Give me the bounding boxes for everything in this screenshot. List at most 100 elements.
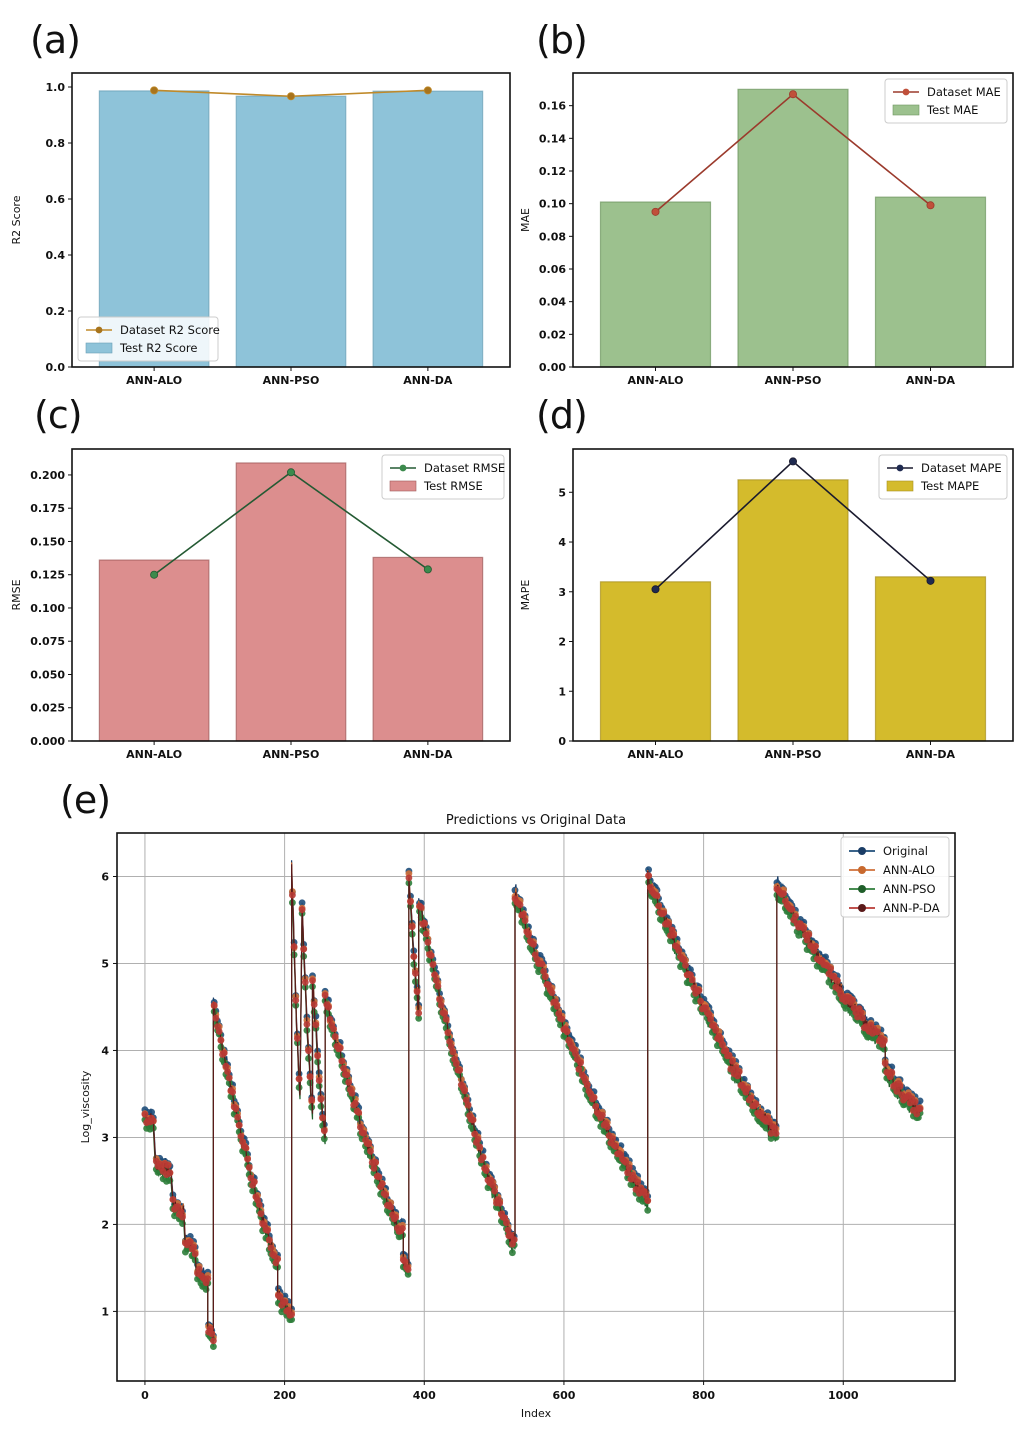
series-point bbox=[408, 923, 416, 931]
series-point bbox=[644, 1207, 652, 1214]
series-point bbox=[338, 1057, 346, 1065]
series-point bbox=[833, 977, 841, 984]
series-point bbox=[298, 899, 306, 907]
series-point bbox=[365, 1140, 373, 1148]
series-point bbox=[208, 1330, 216, 1338]
series-point bbox=[294, 1035, 301, 1042]
series-point bbox=[437, 1001, 445, 1009]
series-point bbox=[665, 921, 673, 928]
x-tick-label: ANN-ALO bbox=[628, 374, 684, 387]
series-point bbox=[553, 1003, 561, 1010]
series-point bbox=[471, 1130, 479, 1138]
y-tick-label: 0.8 bbox=[46, 137, 66, 150]
series-point bbox=[805, 931, 813, 939]
y-tick-label: 1.0 bbox=[46, 81, 66, 94]
series-point bbox=[695, 987, 703, 995]
series-point bbox=[306, 1073, 314, 1081]
series-point bbox=[434, 982, 442, 990]
legend-marker-swatch bbox=[902, 88, 910, 96]
series-point bbox=[575, 1065, 583, 1073]
series-point bbox=[655, 902, 662, 910]
bar-ann-pso bbox=[737, 479, 849, 742]
series-point bbox=[295, 1075, 303, 1083]
series-point bbox=[496, 1199, 504, 1207]
series-point bbox=[245, 1164, 253, 1171]
legend-marker-swatch bbox=[95, 326, 103, 334]
series-point bbox=[375, 1173, 383, 1181]
y-tick-label: 0.06 bbox=[539, 263, 566, 276]
legend-bar-swatch bbox=[892, 104, 920, 116]
series-point bbox=[195, 1265, 203, 1273]
series-point bbox=[234, 1113, 242, 1121]
series-point bbox=[431, 971, 438, 979]
series-point bbox=[225, 1074, 233, 1082]
series-point bbox=[599, 1111, 606, 1119]
series-point bbox=[540, 967, 547, 975]
series-point bbox=[849, 996, 856, 1004]
series-point bbox=[660, 909, 668, 917]
series-point bbox=[687, 971, 694, 979]
x-tick-label: ANN-ALO bbox=[628, 748, 684, 761]
series-point bbox=[264, 1226, 271, 1234]
series-point bbox=[812, 942, 819, 950]
series-point bbox=[343, 1071, 351, 1079]
series-point bbox=[320, 1127, 328, 1135]
x-tick-label: ANN-DA bbox=[906, 748, 956, 761]
series-point bbox=[317, 1103, 325, 1110]
y-tick-label: 0.075 bbox=[30, 635, 65, 648]
series-point bbox=[410, 961, 418, 968]
series-point bbox=[421, 919, 428, 927]
y-tick-label: 0.000 bbox=[30, 735, 65, 748]
series-point bbox=[530, 940, 537, 948]
y-tick-label: 0.175 bbox=[30, 502, 65, 515]
series-point bbox=[771, 1124, 778, 1132]
y-tick-label: 0.050 bbox=[30, 668, 65, 681]
series-point bbox=[767, 1130, 775, 1137]
series-point bbox=[563, 1028, 571, 1036]
series-point bbox=[404, 1271, 412, 1278]
legend-marker-swatch bbox=[399, 464, 407, 472]
y-tick-label: 4 bbox=[558, 536, 566, 549]
series-point bbox=[265, 1236, 273, 1244]
series-point bbox=[653, 892, 661, 899]
legend-label: Dataset RMSE bbox=[424, 461, 505, 475]
x-tick-label: 0 bbox=[141, 1389, 149, 1402]
series-point bbox=[558, 1015, 566, 1023]
series-point bbox=[210, 1001, 218, 1009]
panel-label-d: (d) bbox=[536, 393, 588, 437]
panel-label-c: (c) bbox=[34, 393, 83, 437]
series-point bbox=[583, 1081, 591, 1089]
series-point bbox=[204, 1275, 212, 1282]
line-marker bbox=[286, 92, 295, 101]
series-point bbox=[235, 1121, 243, 1129]
legend: Dataset R2 Score Test R2 Score bbox=[77, 316, 220, 362]
legend-label: Dataset MAPE bbox=[921, 461, 1002, 475]
y-axis-label: RMSE bbox=[10, 579, 23, 610]
legend-box bbox=[840, 836, 950, 918]
series-point bbox=[670, 931, 678, 939]
series-point bbox=[645, 866, 652, 874]
legend: Dataset MAPE Test MAPE bbox=[878, 454, 1008, 500]
legend-label: ANN-ALO bbox=[883, 863, 935, 877]
series-point bbox=[622, 1159, 630, 1166]
series-point bbox=[548, 989, 556, 996]
legend-label: Dataset R2 Score bbox=[120, 323, 220, 337]
x-tick-label: 200 bbox=[273, 1389, 296, 1402]
bar-ann-pso bbox=[235, 462, 347, 742]
line-marker bbox=[423, 86, 432, 95]
x-tick-label: ANN-DA bbox=[403, 374, 453, 387]
series-point bbox=[292, 997, 300, 1004]
series-point bbox=[298, 906, 306, 914]
x-tick-label: ANN-DA bbox=[403, 748, 453, 761]
x-tick-label: 1000 bbox=[828, 1389, 859, 1402]
legend-marker-swatch bbox=[858, 885, 866, 893]
bar-ann-da bbox=[372, 556, 484, 742]
series-point bbox=[217, 1043, 225, 1051]
series-point bbox=[174, 1203, 182, 1210]
series-point bbox=[735, 1068, 743, 1076]
series-point bbox=[186, 1238, 194, 1246]
series-point bbox=[237, 1133, 245, 1140]
series-point bbox=[744, 1085, 751, 1092]
legend: Dataset RMSE Test RMSE bbox=[381, 454, 505, 500]
series-point bbox=[476, 1143, 484, 1151]
